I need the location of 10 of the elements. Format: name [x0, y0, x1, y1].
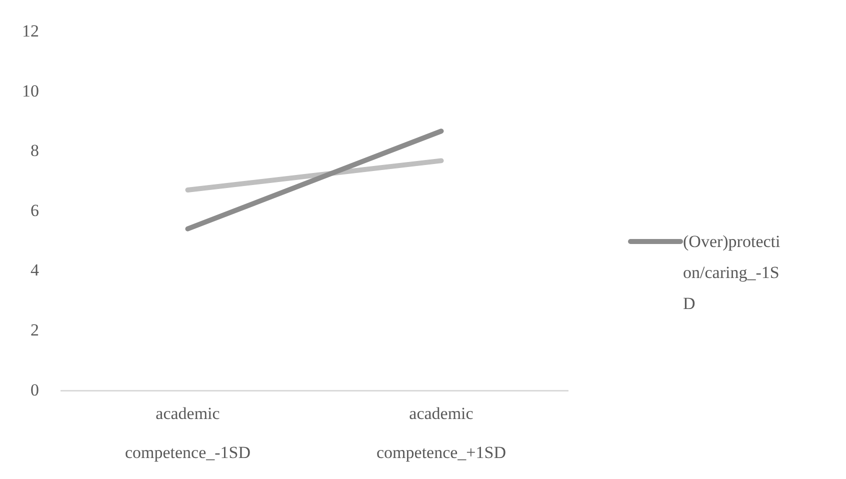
y-tick-label: 4 [30, 260, 40, 280]
y-tick-label: 10 [22, 81, 39, 100]
y-tick-label: 0 [30, 380, 39, 400]
legend-label: (Over)protection/caring_-1SD [683, 231, 782, 315]
y-tick-label: 6 [30, 200, 39, 220]
x-tick-label: academic competence_-1SD [124, 404, 251, 462]
x-tick-label: academic competence_+1SD [376, 404, 506, 462]
y-tick-label: 2 [30, 320, 39, 340]
y-tick-label: 8 [30, 141, 39, 160]
y-tick-label: 12 [22, 22, 39, 41]
